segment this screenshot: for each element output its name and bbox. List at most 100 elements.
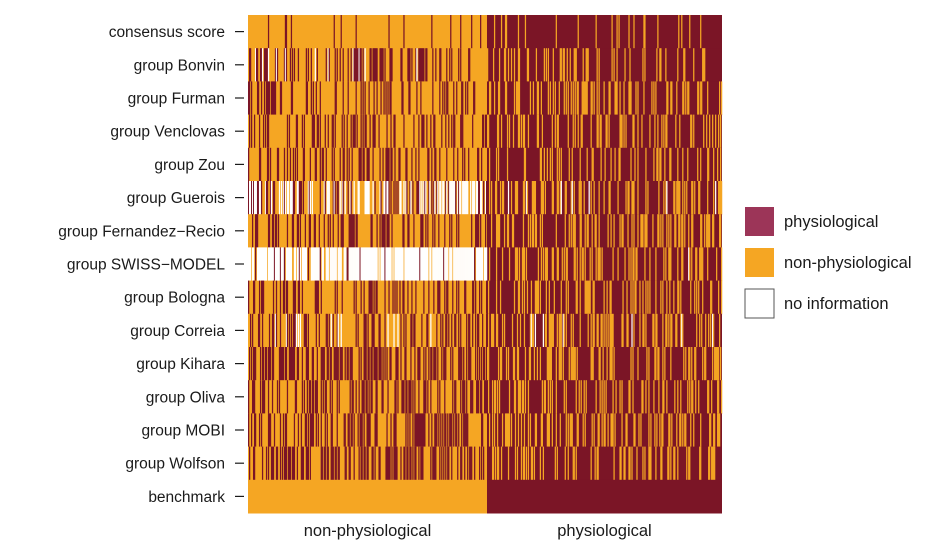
heatmap-cell — [410, 181, 412, 215]
heatmap-cell — [434, 114, 436, 149]
heatmap-cell — [375, 247, 377, 282]
heatmap-cell — [289, 247, 292, 282]
heatmap-cell — [442, 181, 444, 215]
heatmap-cell — [400, 347, 402, 381]
heatmap-cell — [427, 247, 429, 282]
heatmap-cell — [657, 114, 659, 149]
heatmap-cell — [409, 247, 411, 282]
heatmap-cell — [267, 347, 270, 381]
heatmap-cell — [282, 181, 285, 215]
heatmap-cell — [248, 413, 250, 448]
heatmap-cell — [696, 313, 698, 348]
heatmap-cell — [280, 181, 283, 215]
heatmap-cell — [497, 147, 500, 182]
heatmap-cell — [455, 181, 457, 215]
heatmap-cell — [405, 181, 407, 215]
heatmap-cell — [383, 214, 385, 248]
heatmap-cell — [256, 214, 259, 248]
heatmap-cell — [499, 181, 502, 215]
heatmap-cell — [496, 114, 499, 149]
heatmap-cell — [574, 347, 576, 381]
heatmap-cell — [314, 48, 316, 82]
heatmap-cell — [427, 147, 429, 182]
heatmap-cell — [370, 347, 372, 381]
heatmap-cell — [300, 181, 303, 215]
heatmap-cell — [415, 147, 417, 182]
heatmap-cell — [666, 313, 668, 348]
heatmap-cell — [363, 313, 365, 348]
heatmap-cell — [571, 413, 573, 448]
heatmap-cell — [286, 380, 289, 414]
heatmap-cell — [285, 48, 288, 82]
heatmap-cell — [439, 280, 441, 315]
heatmap-cell — [445, 413, 447, 448]
heatmap-cell — [454, 380, 456, 414]
heatmap-cell — [274, 48, 277, 82]
heatmap-cell — [656, 48, 658, 82]
heatmap-cell — [475, 214, 477, 248]
heatmap-cell — [484, 347, 486, 381]
heatmap-cell — [566, 48, 568, 82]
heatmap-cell — [598, 347, 600, 381]
heatmap-cell — [623, 446, 625, 481]
heatmap-cell — [551, 147, 553, 182]
heatmap-cell — [249, 247, 252, 282]
heatmap-cell — [301, 446, 304, 481]
heatmap-cell — [415, 446, 417, 481]
heatmap-cell — [575, 280, 577, 315]
heatmap-cell — [624, 446, 626, 481]
heatmap-cell — [343, 413, 345, 448]
heatmap-cell — [339, 247, 341, 282]
heatmap-cell — [292, 446, 295, 481]
heatmap-cell — [352, 48, 354, 82]
heatmap-cell — [385, 446, 387, 481]
row-label: group Kihara — [136, 356, 225, 373]
heatmap-cell — [655, 247, 657, 282]
heatmap-cell — [662, 313, 664, 348]
heatmap-cell — [371, 380, 373, 414]
heatmap-cell — [470, 347, 472, 381]
heatmap-cell — [718, 347, 720, 381]
heatmap-cell — [272, 313, 275, 348]
heatmap-cell — [706, 214, 708, 248]
heatmap-cell — [257, 81, 260, 116]
heatmap-cell — [553, 280, 555, 315]
heatmap-cell — [418, 446, 420, 481]
heatmap-cell — [720, 114, 722, 149]
heatmap-cell — [365, 380, 367, 414]
heatmap-cell — [644, 214, 646, 248]
heatmap-cell — [480, 214, 482, 248]
heatmap-cell — [477, 347, 479, 381]
heatmap-cell — [369, 48, 371, 82]
heatmap-cell — [539, 280, 542, 315]
heatmap-cell — [501, 313, 504, 348]
heatmap-cell — [386, 247, 388, 282]
heatmap-cell — [278, 247, 281, 282]
heatmap-cell — [281, 347, 284, 381]
heatmap-cell — [610, 313, 612, 348]
heatmap-cell — [452, 347, 454, 381]
heatmap-cell — [619, 81, 621, 116]
heatmap-cell — [367, 247, 369, 282]
heatmap-cell — [350, 347, 352, 381]
heatmap-cell — [483, 181, 485, 215]
heatmap-cell — [659, 48, 661, 82]
heatmap-cell — [420, 48, 422, 82]
heatmap-cell — [548, 347, 550, 381]
heatmap-cell — [705, 347, 707, 381]
heatmap-cell — [357, 181, 359, 215]
heatmap-cell — [394, 147, 396, 182]
heatmap-row-block-nonphys — [248, 347, 487, 381]
heatmap-cell — [504, 15, 507, 49]
heatmap-cell — [321, 247, 323, 282]
heatmap-cell — [457, 247, 459, 282]
heatmap-cell — [464, 413, 466, 448]
heatmap-cell — [394, 413, 396, 448]
heatmap-cell — [425, 347, 427, 381]
heatmap-cell — [461, 446, 463, 481]
heatmap-cell — [621, 413, 623, 448]
heatmap-cell — [678, 15, 680, 49]
heatmap-cell — [296, 214, 299, 248]
heatmap-cell — [517, 380, 520, 414]
